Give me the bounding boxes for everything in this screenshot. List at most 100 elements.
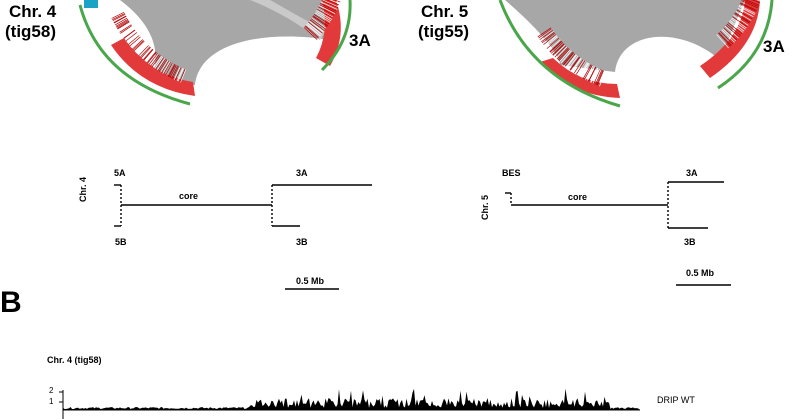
circos-ribbon-left [120, 0, 336, 85]
circos-left-right-ticks-tick [305, 25, 320, 38]
circos-left-right-ticks-tick [316, 10, 333, 20]
circos-right-right-ticks-tick [738, 6, 755, 16]
circos-right-bottom-ticks-tick [565, 54, 577, 68]
track-y-tick-1: 1 [49, 397, 54, 406]
schematic-right-scale-label: 0.5 Mb [686, 268, 715, 278]
circos-left-bottom-ticks-tick [151, 55, 161, 67]
circos-left-right-ticks-tick [319, 3, 337, 12]
circos-right-right-ticks-tick [716, 34, 729, 49]
circos-right-bottom-ticks-tick [569, 56, 580, 71]
circos-left-bottom-ticks-tick [161, 60, 169, 73]
circos-left-right-ticks-tick [304, 26, 319, 39]
circos-right-bottom-ticks-tick [538, 28, 552, 39]
circos-left-right-ticks-tick [317, 8, 334, 18]
circos-left-bottom-ticks-tick [133, 40, 144, 51]
circos-left-right-ticks-tick [319, 4, 336, 13]
circos-left-bottom-ticks-tick [141, 47, 151, 58]
schematic-left-3b-label: 3B [296, 237, 308, 247]
circos-right-bottom-ticks-tick [588, 66, 596, 82]
circos-right-bottom-ticks-tick [543, 34, 557, 46]
circos-left-bottom-ticks-tick [112, 13, 126, 22]
circos-right-bottom-ticks-tick [554, 45, 567, 58]
circos-right-right-ticks-tick [734, 13, 750, 24]
circos-left-right-ticks-tick [318, 5, 336, 14]
circos-left-right-ticks-tick [318, 6, 335, 16]
schematic-left-core-label: core [179, 191, 199, 201]
circos-right-bottom-ticks-tick [584, 65, 593, 80]
circos-left-bottom-ticks-tick [148, 53, 159, 65]
circos-left-bottom-ticks-tick [147, 52, 157, 64]
circos-left-bottom-ticks-tick [113, 15, 127, 23]
circos-left-bottom-ticks-tick [121, 26, 134, 36]
circos-left-right-ticks-tick [313, 14, 330, 25]
circos-right-bottom-ticks-tick [552, 43, 565, 56]
circos-left-bottom-ticks-tick [138, 44, 149, 56]
circos-left-bottom-ticks-tick [153, 56, 162, 68]
circos-left-bottom-ticks-tick [171, 65, 179, 79]
circos-left-bottom-ticks-tick [115, 19, 129, 27]
circos-left-bottom-ticks-tick [116, 20, 130, 29]
circos-left-bottom-ticks-tick [126, 33, 138, 43]
circos-right-bottom-ticks-tick [583, 64, 592, 79]
circos-right-right-ticks-tick [745, 0, 760, 6]
circos-right-bottom-ticks-tick [574, 59, 585, 74]
circos-left-right-ticks-tick [333, 0, 341, 3]
circos-right-bottom-ticks-tick [540, 31, 554, 42]
circos-right-right-ticks-tick [724, 25, 739, 39]
circos-right-bottom-ticks-tick [590, 67, 598, 83]
circos-right-bottom-ticks-tick [559, 49, 571, 62]
circos-left-right-ticks-tick [321, 0, 339, 8]
circos-left-bottom-ticks-tick [140, 46, 151, 58]
circos-right-bottom-ticks [537, 27, 606, 87]
circos-left-right-ticks-tick [320, 1, 338, 10]
circos-right-bottom-ticks-tick [552, 43, 565, 56]
circos-right-bottom-ticks-tick [539, 29, 553, 40]
circos-red-band-left-bottom [111, 38, 195, 96]
schematic-left-5a-label: 5A [114, 168, 126, 178]
circos-right-bottom-ticks-tick [541, 31, 555, 43]
circos-right-bottom-ticks-tick [550, 42, 564, 54]
circos-left-bottom-ticks-tick [120, 25, 133, 34]
circos-left-bottom-ticks-tick [169, 64, 177, 78]
circos-right-bottom-ticks-tick [576, 60, 586, 75]
circos-left-bottom-ticks-tick [142, 47, 152, 59]
circos-right-bottom-ticks-tick [580, 62, 589, 78]
circos-right-chr-label: Chr. 5 [421, 2, 469, 21]
circos-right-right-ticks-tick [734, 12, 751, 23]
circos-left-bottom-ticks-tick [150, 54, 160, 66]
circos-left-bottom-ticks-tick [122, 27, 134, 37]
circos-left-bottom-ticks-tick [155, 57, 164, 70]
circos-left-right-ticks-tick [316, 8, 334, 19]
circos-left-bottom-ticks-tick [154, 56, 164, 69]
circos-left-bottom-ticks-tick [136, 43, 147, 54]
circos-right-bottom-ticks-tick [590, 68, 599, 83]
schematic-right-3b-label: 3B [684, 237, 696, 247]
track-name-label: DRIP WT [657, 395, 695, 405]
circos-left-right-ticks-tick [306, 24, 321, 37]
circos-right-bottom-ticks-tick [573, 59, 584, 74]
circos-right-bottom-ticks-tick [557, 48, 570, 61]
circos-left-bottom-ticks-tick [174, 67, 182, 81]
circos-left-right-ticks-tick [308, 21, 323, 34]
circos-left-bottom-ticks-tick [134, 41, 146, 52]
circos-right-bottom-ticks-tick [546, 37, 560, 49]
circos-left-right-ticks-tick [309, 19, 325, 32]
circos-right-right-ticks-tick [730, 18, 746, 30]
circos-left-right-ticks [303, 0, 341, 40]
circos-left-bottom-ticks-tick [162, 61, 171, 74]
schematic-left-chr-label: Chr. 4 [78, 176, 88, 202]
circos-left-bottom-ticks-tick [111, 11, 125, 18]
circos-right-right-ticks-tick [740, 2, 757, 11]
circos-left-bottom-ticks-tick [135, 42, 146, 53]
circos-left-bottom-ticks-tick [160, 60, 169, 73]
schematic-left-3a-label: 3A [296, 168, 308, 178]
track-title: Chr. 4 (tig58) [47, 355, 102, 365]
circos-right-right-ticks-tick [728, 21, 744, 33]
circos-right-bottom-ticks-tick [592, 68, 601, 84]
circos-right-bottom-ticks-tick [553, 44, 566, 57]
circos-left-bottom-ticks-tick [149, 53, 159, 65]
circos-right-right-ticks-tick [739, 3, 757, 12]
circos-right-bottom-ticks-tick [543, 34, 557, 45]
circos-left-right-ticks-tick [321, 0, 339, 8]
circos-left-bottom-ticks-tick [157, 58, 166, 71]
